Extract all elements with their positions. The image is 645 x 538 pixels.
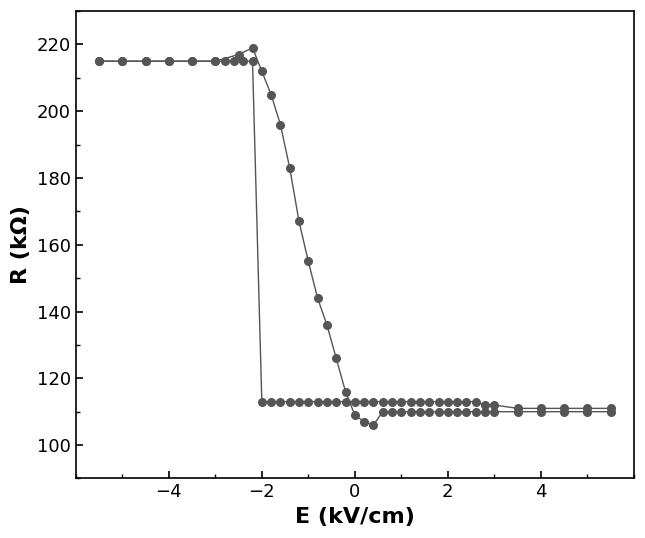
- Y-axis label: R (kΩ): R (kΩ): [11, 206, 31, 284]
- X-axis label: E (kV/cm): E (kV/cm): [295, 507, 415, 527]
